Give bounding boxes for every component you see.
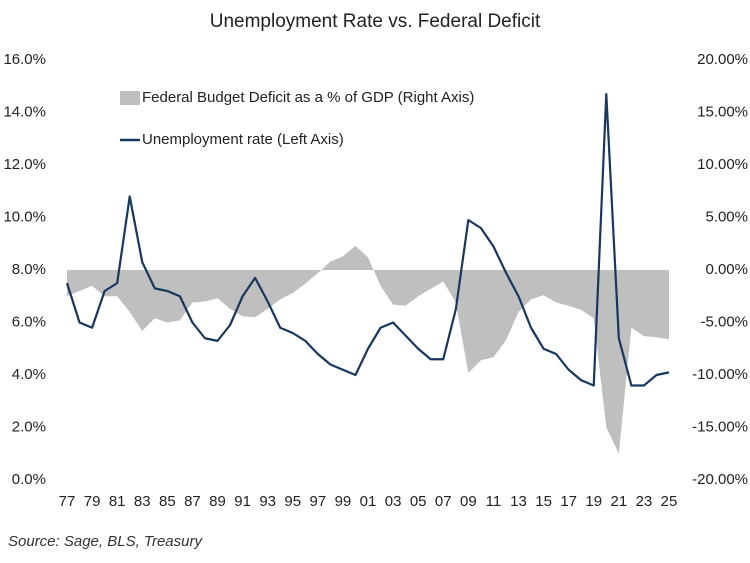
x-tick-label: 85 [159,493,176,510]
x-tick-label: 81 [109,493,126,510]
x-tick-label: 91 [234,493,251,510]
y-tick-label: 2.0% [12,418,46,435]
source-note: Source: Sage, BLS, Treasury [8,533,203,550]
y-tick-label: 14.0% [3,103,46,120]
x-tick-label: 99 [335,493,352,510]
x-tick-label: 77 [59,493,76,510]
y-tick-label: 0.0% [12,471,46,488]
unemployment-line [65,93,670,387]
y2-tick-label: -5.00% [700,313,748,330]
y2-tick-label: -20.00% [692,471,748,488]
y-tick-label: 12.0% [3,156,46,173]
x-tick-label: 09 [460,493,477,510]
x-tick-label: 25 [661,493,678,510]
y2-tick-label: 10.00% [697,156,748,173]
y2-tick-label: 20.00% [697,51,748,68]
y2-tick-label: -15.00% [692,418,748,435]
y-tick-label: 6.0% [12,313,46,330]
x-tick-label: 79 [84,493,101,510]
y2-tick-label: -10.00% [692,366,748,383]
x-tick-label: 15 [535,493,552,510]
y2-tick-label: 15.00% [697,103,748,120]
x-tick-label: 87 [184,493,201,510]
x-tick-label: 01 [360,493,377,510]
chart-title: Unemployment Rate vs. Federal Deficit [210,11,541,32]
x-tick-label: 13 [510,493,527,510]
x-tick-label: 93 [259,493,276,510]
x-tick-label: 17 [560,493,577,510]
legend-swatch [120,91,140,105]
x-tick-label: 97 [309,493,326,510]
y-tick-label: 16.0% [3,51,46,68]
x-tick-label: 83 [134,493,151,510]
y2-tick-label: 5.00% [705,208,748,225]
x-tick-label: 95 [284,493,301,510]
x-tick-label: 21 [610,493,627,510]
legend-label: Unemployment rate (Left Axis) [142,131,344,148]
y-tick-label: 4.0% [12,366,46,383]
x-tick-label: 11 [486,493,502,510]
x-tick-label: 07 [435,493,452,510]
x-tick-label: 89 [209,493,226,510]
x-tick-label: 03 [385,493,402,510]
legend-label: Federal Budget Deficit as a % of GDP (Ri… [142,89,474,106]
x-tick-label: 19 [585,493,602,510]
x-tick-label: 23 [636,493,653,510]
y2-tick-label: 0.00% [705,261,748,278]
y-tick-label: 8.0% [12,261,46,278]
x-tick-label: 05 [410,493,427,510]
y-tick-label: 10.0% [3,208,46,225]
